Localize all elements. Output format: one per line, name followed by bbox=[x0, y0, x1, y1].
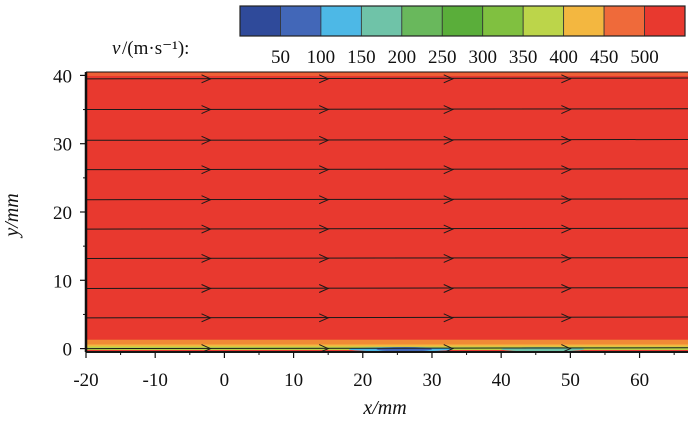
streamline-arrow-1-1 bbox=[318, 313, 330, 323]
streamline-4 bbox=[85, 227, 689, 230]
streamline-arrow-1-0 bbox=[201, 313, 212, 323]
streamlines bbox=[85, 74, 689, 354]
streamline-arrow-8-0 bbox=[201, 105, 212, 115]
streamline-arrow-9-3 bbox=[561, 74, 572, 84]
boundary-band-0 bbox=[86, 339, 688, 346]
x-tick-label: 60 bbox=[630, 370, 649, 391]
streamline-arrow-2-0 bbox=[201, 284, 212, 293]
y-tick-label: 40 bbox=[53, 66, 72, 87]
colorbar-label-unit: /(m·s⁻¹): bbox=[122, 38, 189, 59]
x-tick-label: 20 bbox=[353, 370, 372, 391]
streamline-arrow-6-0 bbox=[201, 165, 212, 175]
streamline-2 bbox=[85, 287, 689, 289]
streamline-arrow-6-3 bbox=[561, 165, 572, 175]
streamline-arrow-8-2 bbox=[443, 105, 454, 115]
streamline-arrow-1-2 bbox=[443, 313, 454, 323]
streamline-8 bbox=[85, 108, 689, 111]
streamline-3 bbox=[85, 257, 689, 259]
streamline-arrow-8-1 bbox=[318, 105, 330, 115]
colorbar-tick-label: 400 bbox=[549, 47, 578, 68]
x-tick-label: 50 bbox=[561, 370, 580, 391]
streamline-arrow-3-3 bbox=[561, 253, 572, 263]
colorbar-frame bbox=[239, 5, 686, 37]
streamline-arrow-5-3 bbox=[561, 195, 572, 205]
colorbar-tick-label: 500 bbox=[630, 47, 659, 68]
boundary-band-1 bbox=[86, 344, 688, 348]
streamline-arrow-2-1 bbox=[318, 284, 330, 293]
colorbar-swatch-3 bbox=[360, 5, 403, 37]
x-tick-label: 10 bbox=[284, 370, 303, 391]
streamline-arrow-9-0 bbox=[201, 74, 212, 84]
colorbar-swatch-9 bbox=[603, 5, 645, 37]
streamline-1 bbox=[85, 316, 689, 319]
streamline-arrow-8-3 bbox=[561, 105, 572, 115]
y-tick-label: 10 bbox=[53, 271, 72, 292]
colorbar-swatch-5 bbox=[441, 5, 484, 37]
colorbar-tick-label: 300 bbox=[468, 47, 497, 68]
colorbar-label-var: v bbox=[112, 38, 121, 59]
colorbar-swatch-4 bbox=[401, 5, 443, 37]
streamline-arrow-4-2 bbox=[443, 224, 454, 234]
streamline-arrow-9-1 bbox=[318, 74, 330, 84]
x-tick-label: 30 bbox=[422, 370, 441, 391]
colorbar-swatch-1 bbox=[280, 5, 322, 37]
colorbar-swatch-10 bbox=[644, 5, 686, 37]
streamline-0 bbox=[85, 347, 689, 350]
y-tick-label: 30 bbox=[53, 135, 72, 156]
x-tick-label: 0 bbox=[220, 370, 230, 391]
streamline-arrow-5-2 bbox=[443, 195, 454, 205]
field-fill bbox=[86, 72, 688, 352]
streamline-arrow-4-3 bbox=[561, 224, 572, 234]
y-axis-label: y/mm bbox=[1, 193, 23, 238]
y-tick-label: 20 bbox=[53, 203, 72, 224]
streamline-arrow-3-0 bbox=[201, 253, 212, 263]
colorbar-tick-label: 50 bbox=[271, 47, 290, 68]
y-tick-label: 0 bbox=[63, 340, 73, 361]
colorbar-swatch-8 bbox=[563, 5, 605, 37]
streamline-arrow-4-0 bbox=[201, 224, 212, 234]
colorbar-swatch-6 bbox=[482, 5, 524, 37]
streamline-arrow-3-1 bbox=[318, 253, 330, 263]
colorbar: 50 100 150 200 250 300 350 400 450 500 bbox=[239, 5, 686, 68]
x-tick-label: 40 bbox=[492, 370, 511, 391]
velocity-field bbox=[86, 72, 688, 353]
colorbar-tick-label: 450 bbox=[590, 47, 619, 68]
colorbar-tick-label: 250 bbox=[428, 47, 457, 68]
streamline-arrow-5-0 bbox=[201, 195, 212, 205]
colorbar-tick-label: 200 bbox=[388, 47, 417, 68]
x-tick-label: -20 bbox=[73, 370, 98, 391]
x-tick-label: -10 bbox=[143, 370, 168, 391]
streamline-5 bbox=[85, 198, 689, 201]
streamline-arrow-3-2 bbox=[443, 253, 454, 263]
colorbar-tick-label: 150 bbox=[347, 47, 376, 68]
streamline-arrow-7-0 bbox=[201, 135, 212, 145]
streamline-arrow-1-3 bbox=[561, 313, 572, 323]
colorbar-swatch-7 bbox=[522, 5, 565, 37]
streamline-arrow-6-2 bbox=[443, 165, 454, 175]
streamline-arrow-9-2 bbox=[443, 74, 454, 84]
streamline-arrow-4-1 bbox=[318, 224, 330, 234]
field-top-band bbox=[86, 72, 688, 76]
streamline-arrow-7-2 bbox=[443, 135, 454, 145]
streamline-arrow-5-1 bbox=[318, 195, 330, 205]
colorbar-swatch-2 bbox=[320, 5, 362, 37]
colorbar-swatch-0 bbox=[239, 5, 281, 37]
streamline-arrow-2-3 bbox=[561, 284, 572, 293]
streamline-arrow-2-2 bbox=[443, 284, 454, 293]
streamline-7 bbox=[85, 138, 689, 141]
x-axis-label: x/mm bbox=[362, 397, 406, 419]
streamline-arrow-6-1 bbox=[318, 165, 330, 175]
x-axis-ticks: -20 -10 0 10 20 30 40 50 60 bbox=[73, 352, 675, 391]
streamline-9 bbox=[85, 77, 689, 80]
streamline-6 bbox=[85, 168, 689, 171]
colorbar-tick-label: 100 bbox=[307, 47, 336, 68]
streamline-arrow-7-3 bbox=[561, 135, 572, 145]
y-axis-ticks: 0 10 20 30 40 bbox=[53, 66, 86, 361]
streamline-arrow-7-1 bbox=[318, 135, 330, 145]
colorbar-tick-label: 350 bbox=[509, 47, 538, 68]
